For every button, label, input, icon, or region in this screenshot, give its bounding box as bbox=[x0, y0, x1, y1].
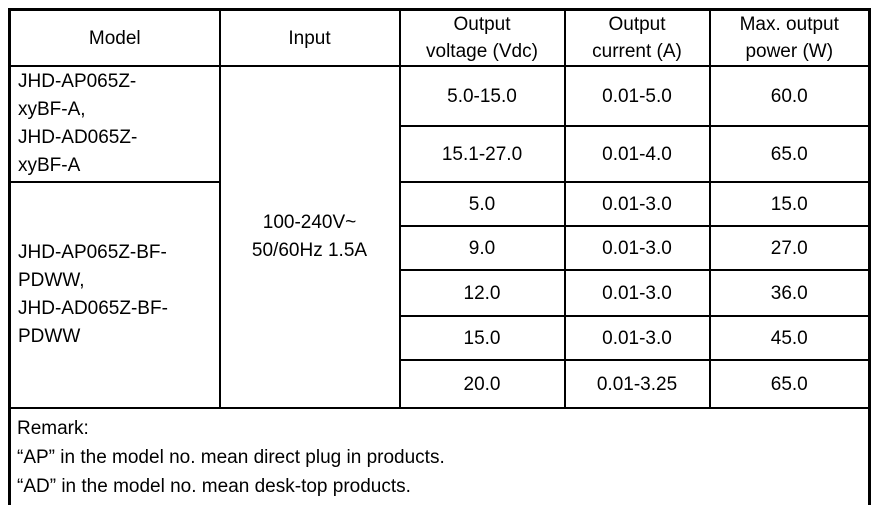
table-row: 15.1-27.0 0.01-4.0 65.0 bbox=[10, 125, 871, 183]
max-power-value: 15.0 bbox=[708, 181, 871, 227]
header-output-voltage: Output voltage (Vdc) bbox=[398, 8, 566, 67]
output-current-value: 0.01-4.0 bbox=[563, 125, 711, 183]
max-power-value: 45.0 bbox=[708, 315, 871, 361]
header-input: Input bbox=[218, 8, 401, 67]
table-header-row: Model Input Output voltage (Vdc) Output … bbox=[8, 8, 871, 67]
power-spec-table: Model Input Output voltage (Vdc) Output … bbox=[8, 8, 871, 505]
output-voltage-value: 12.0 bbox=[398, 269, 566, 317]
output-voltage-value: 15.0 bbox=[398, 315, 566, 361]
model-group-xybf: JHD-AP065Z- xyBF-A, JHD-AD065Z- xyBF-A bbox=[8, 65, 221, 183]
output-current-value: 0.01-5.0 bbox=[563, 65, 711, 127]
model-line: PDWW bbox=[18, 326, 81, 347]
output-voltage-value: 15.1-27.0 bbox=[398, 125, 566, 183]
max-power-value: 65.0 bbox=[708, 359, 871, 409]
max-power-value: 60.0 bbox=[708, 65, 871, 127]
output-voltage-value: 20.0 bbox=[398, 359, 566, 409]
model-line: JHD-AP065Z-BF- bbox=[18, 242, 167, 263]
output-current-value: 0.01-3.0 bbox=[563, 269, 711, 317]
output-voltage-value: 5.0-15.0 bbox=[398, 65, 566, 127]
header-output-current-line2: current (A) bbox=[592, 41, 682, 62]
header-output-current-line1: Output bbox=[608, 14, 666, 35]
remark-cell: Remark: “AP” in the model no. mean direc… bbox=[8, 407, 871, 505]
table-row: JHD-AP065Z-BF- PDWW, JHD-AD065Z-BF- PDWW… bbox=[8, 181, 871, 409]
header-max-power-line2: power (W) bbox=[745, 41, 834, 62]
remark-row: Remark: “AP” in the model no. mean direc… bbox=[8, 407, 871, 505]
header-output-voltage-line2: voltage (Vdc) bbox=[426, 41, 538, 62]
input-line: 50/60Hz 1.5A bbox=[251, 240, 368, 261]
model-line: JHD-AD065Z- bbox=[18, 127, 138, 148]
model-group-pdww: JHD-AP065Z-BF- PDWW, JHD-AD065Z-BF- PDWW bbox=[8, 181, 221, 409]
header-max-power: Max. output power (W) bbox=[708, 8, 871, 67]
remark-title: Remark: bbox=[17, 418, 89, 439]
input-spec-cell: 100-240V~ 50/60Hz 1.5A bbox=[218, 65, 401, 409]
output-current-value: 0.01-3.0 bbox=[563, 225, 711, 271]
model-line: PDWW, bbox=[18, 270, 85, 291]
output-current-value: 0.01-3.0 bbox=[563, 181, 711, 227]
remark-line-ap: “AP” in the model no. mean direct plug i… bbox=[17, 447, 445, 468]
header-output-current: Output current (A) bbox=[563, 8, 711, 67]
output-current-value: 0.01-3.25 bbox=[563, 359, 711, 409]
model-line: xyBF-A, bbox=[18, 99, 86, 120]
max-power-value: 65.0 bbox=[708, 125, 871, 183]
table-row: 12.0 0.01-3.0 36.0 bbox=[10, 269, 871, 317]
input-line: 100-240V~ bbox=[262, 212, 357, 233]
output-voltage-value: 5.0 bbox=[398, 181, 566, 227]
max-power-value: 27.0 bbox=[708, 225, 871, 271]
model-line: JHD-AP065Z- bbox=[18, 71, 137, 92]
table-row: 15.0 0.01-3.0 45.0 bbox=[10, 315, 871, 361]
table-row: 9.0 0.01-3.0 27.0 bbox=[10, 225, 871, 271]
remark-line-ad: “AD” in the model no. mean desk-top prod… bbox=[17, 476, 411, 497]
output-current-value: 0.01-3.0 bbox=[563, 315, 711, 361]
table-row: 20.0 0.01-3.25 65.0 bbox=[10, 359, 871, 409]
header-max-power-line1: Max. output bbox=[739, 14, 839, 35]
table-row: JHD-AP065Z- xyBF-A, JHD-AD065Z- xyBF-A 1… bbox=[8, 65, 871, 409]
max-power-value: 36.0 bbox=[708, 269, 871, 317]
output-voltage-value: 9.0 bbox=[398, 225, 566, 271]
model-line: xyBF-A bbox=[18, 155, 81, 176]
header-model: Model bbox=[8, 8, 221, 67]
header-output-voltage-line1: Output bbox=[453, 14, 511, 35]
model-line: JHD-AD065Z-BF- bbox=[18, 298, 168, 319]
